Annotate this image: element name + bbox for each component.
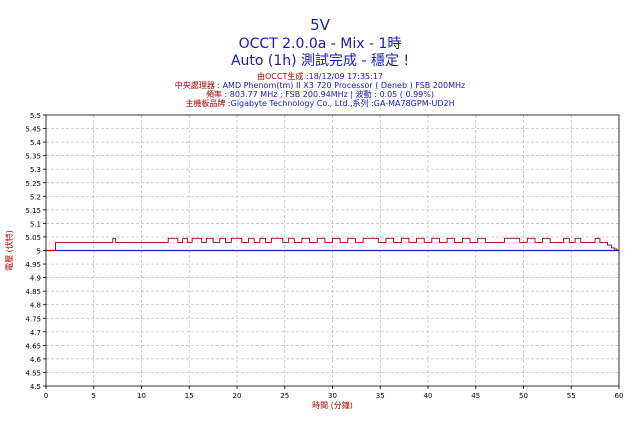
x-tick-label: 15 (185, 392, 194, 400)
y-tick-label: 5 (37, 248, 41, 256)
y-tick-label: 4.7 (30, 329, 41, 337)
y-tick-label: 5.25 (25, 180, 41, 188)
x-tick-label: 50 (519, 392, 528, 400)
x-tick-label: 25 (280, 392, 289, 400)
y-tick-label: 5.35 (25, 153, 41, 161)
x-tick-label: 40 (424, 392, 433, 400)
chart-subtitle: OCCT 2.0.0a - Mix - 1時 (238, 36, 402, 52)
y-tick-label: 5.4 (30, 139, 42, 147)
y-tick-label: 5.3 (30, 166, 41, 174)
x-tick-label: 20 (233, 392, 242, 400)
x-tick-label: 5 (92, 392, 96, 400)
y-tick-label: 5.5 (30, 112, 41, 120)
chart-status: Auto (1h) 測試完成 - 穩定 ! (230, 53, 410, 69)
y-tick-label: 4.55 (25, 369, 41, 377)
y-tick-label: 5.2 (30, 193, 41, 201)
info-value: : 803.77 MHz ; FSB 200.94MHz | 波動 : 0.05… (221, 90, 434, 99)
y-tick-label: 4.9 (30, 275, 41, 283)
info-motherboard: 主機板品牌 :Gigabyte Technology Co., Ltd.,系列 … (0, 99, 640, 108)
info-value: :Gigabyte Technology Co., Ltd.,系列 :GA-MA… (225, 99, 455, 108)
y-tick-label: 5.15 (25, 207, 41, 215)
info-label: 中央處理器 (174, 81, 215, 90)
y-tick-label: 4.95 (25, 261, 41, 269)
info-frequency: 頻率 : 803.77 MHz ; FSB 200.94MHz | 波動 : 0… (0, 90, 640, 99)
x-tick-label: 35 (376, 392, 385, 400)
info-label: 主機板品牌 (185, 99, 226, 108)
x-tick-label: 55 (567, 392, 576, 400)
y-tick-label: 4.6 (30, 356, 42, 364)
info-value: : AMD Phenom(tm) II X3 720 Processor ( D… (214, 81, 466, 90)
y-tick-label: 4.5 (30, 383, 41, 391)
series-line (46, 237, 618, 251)
x-tick-label: 45 (471, 392, 480, 400)
y-tick-label: 4.8 (30, 302, 41, 310)
y-tick-label: 5.45 (25, 126, 41, 134)
y-tick-label: 5.05 (25, 234, 41, 242)
info-generated: 由OCCT生成 :18/12/09 17:35:17 (0, 72, 640, 81)
info-label: 頻率 (205, 90, 222, 99)
x-tick-label: 10 (137, 392, 146, 400)
info-label: 由OCCT生成 (257, 72, 304, 81)
x-tick-label: 60 (615, 392, 624, 400)
y-axis-label: 電壓 (伏特) (4, 230, 14, 271)
y-tick-label: 4.75 (25, 315, 41, 323)
y-tick-label: 5.1 (30, 220, 41, 228)
chart-title: 5V (310, 16, 330, 34)
x-axis-label: 時間 (分鐘) (312, 400, 353, 410)
info-value: :18/12/09 17:35:17 (303, 72, 383, 81)
y-tick-label: 4.85 (25, 288, 41, 296)
info-cpu: 中央處理器 : AMD Phenom(tm) II X3 720 Process… (0, 81, 640, 90)
y-tick-label: 4.65 (25, 342, 41, 350)
x-tick-label: 30 (328, 392, 337, 400)
x-tick-label: 0 (44, 392, 48, 400)
